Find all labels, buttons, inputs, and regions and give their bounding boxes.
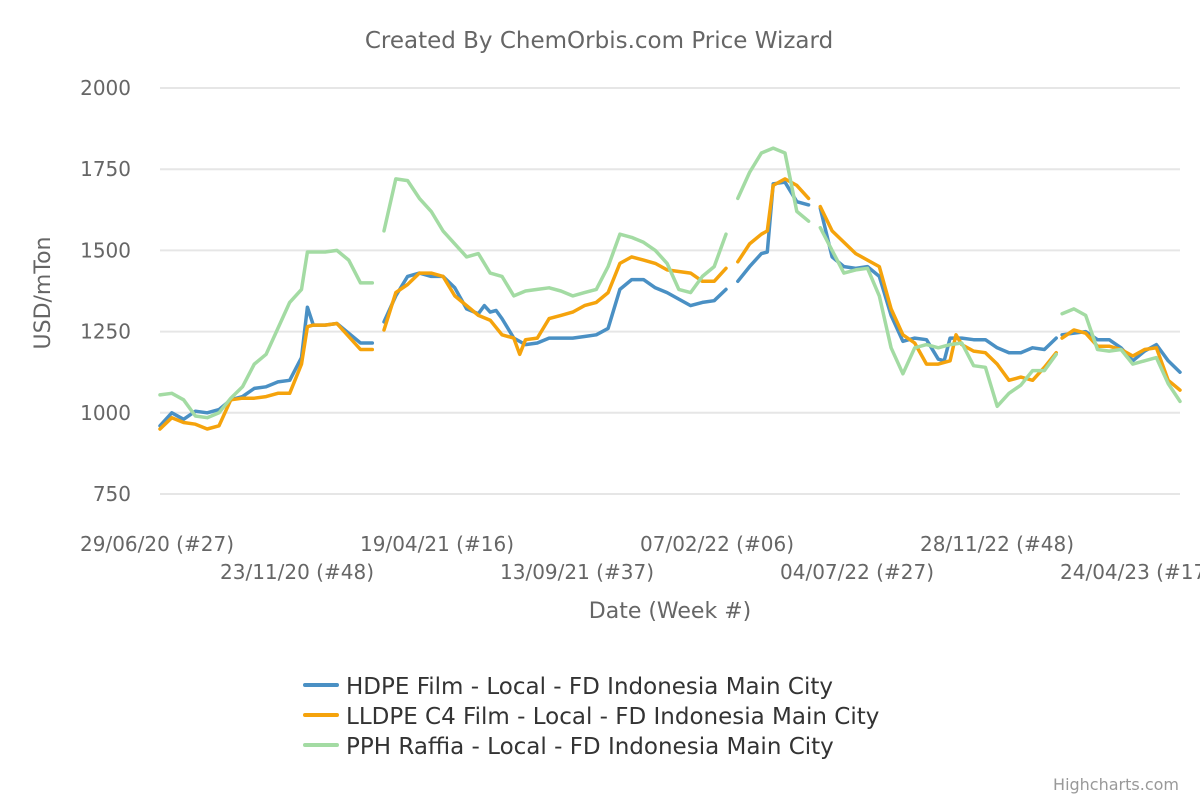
series-2: [158, 177, 1182, 431]
y-tick-label: 1500: [80, 238, 131, 262]
legend-item[interactable]: PPH Raffia - Local - FD Indonesia Main C…: [303, 734, 834, 760]
x-tick-label: 19/04/21 (#16): [360, 532, 514, 556]
y-tick-label: 1000: [80, 401, 131, 425]
legend-item[interactable]: LLDPE C4 Film - Local - FD Indonesia Mai…: [303, 704, 879, 730]
series-1: [158, 180, 1182, 428]
legend-item[interactable]: HDPE Film - Local - FD Indonesia Main Ci…: [303, 674, 833, 700]
series-line-segment: [736, 146, 811, 223]
series-line-segment: [158, 248, 375, 420]
credits-text[interactable]: Highcharts.com: [1053, 775, 1179, 794]
legend-label: LLDPE C4 Film - Local - FD Indonesia Mai…: [346, 704, 879, 730]
series-line-segment: [382, 255, 728, 357]
y-tick-label: 1750: [80, 157, 131, 181]
series-line-segment: [1060, 307, 1182, 404]
grid-lines: [160, 87, 1180, 495]
y-tick-label: 750: [93, 482, 131, 506]
x-tick-label: 13/09/21 (#37): [500, 560, 654, 584]
y-axis-title: USD/mTon: [31, 237, 56, 350]
x-axis-title: Date (Week #): [589, 599, 751, 624]
chart-title: Created By ChemOrbis.com Price Wizard: [365, 28, 833, 54]
legend-label: PPH Raffia - Local - FD Indonesia Main C…: [346, 734, 834, 760]
legend[interactable]: HDPE Film - Local - FD Indonesia Main Ci…: [303, 674, 879, 760]
series-line-segment: [818, 206, 1058, 363]
x-tick-label: 29/06/20 (#27): [80, 532, 234, 556]
series-line-segment: [736, 177, 811, 264]
series-lines: [158, 146, 1182, 431]
y-axis-ticks: 2000 1750 1500 1250 1000 750: [80, 76, 131, 506]
series-line-segment: [158, 321, 375, 431]
y-tick-label: 2000: [80, 76, 131, 100]
series-3: [158, 146, 1182, 420]
x-tick-label: 04/07/22 (#27): [780, 560, 934, 584]
x-tick-label: 07/02/22 (#06): [640, 532, 794, 556]
series-line-segment: [818, 204, 1058, 383]
series-line-segment: [818, 225, 1058, 409]
series-line-segment: [382, 177, 728, 298]
x-tick-label: 24/04/23 (#17): [1060, 560, 1200, 584]
series-line-segment: [1060, 328, 1182, 392]
x-axis-ticks: 29/06/20 (#27) 23/11/20 (#48) 19/04/21 (#1…: [80, 532, 1200, 584]
x-tick-label: 23/11/20 (#48): [220, 560, 374, 584]
x-tick-label: 28/11/22 (#48): [920, 532, 1074, 556]
legend-label: HDPE Film - Local - FD Indonesia Main Ci…: [346, 674, 833, 700]
y-tick-label: 1250: [80, 320, 131, 344]
